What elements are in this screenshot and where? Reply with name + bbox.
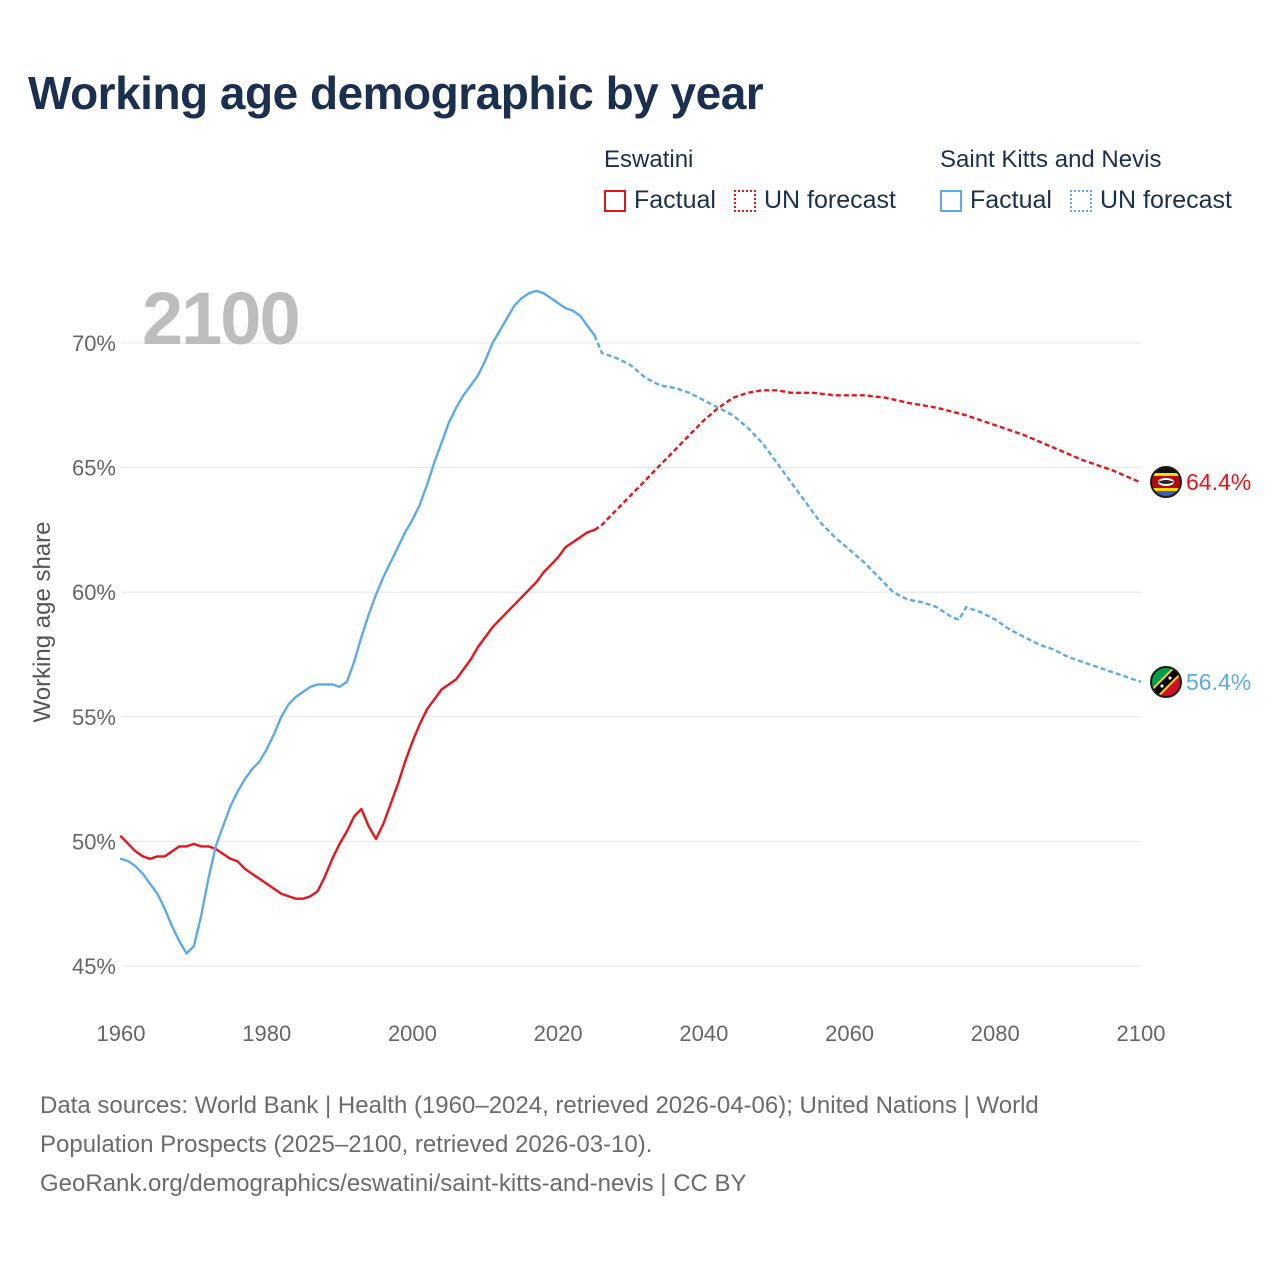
legend-label: Factual: [970, 186, 1052, 214]
y-tick-label: 55%: [72, 705, 116, 730]
legend-group-name: Saint Kitts and Nevis: [940, 146, 1162, 173]
legend-item-skn-factual[interactable]: Factual: [940, 186, 1052, 215]
x-tick-label: 1960: [97, 1021, 146, 1046]
x-tick-label: 2000: [388, 1021, 437, 1046]
gridlines: [121, 342, 1141, 967]
legend-label: Factual: [634, 186, 716, 214]
y-tick-label: 70%: [72, 331, 116, 356]
series-layer: 64.4% 56.4%: [119, 289, 1251, 955]
chart-title: Working age demographic by year: [28, 67, 764, 119]
legend-label: UN forecast: [1099, 186, 1232, 214]
y-tick-label: 65%: [72, 456, 116, 481]
y-tick-label: 50%: [72, 829, 116, 854]
x-axis: 1960 1980 2000 2020 2040 2060 2080 2100: [97, 1021, 1166, 1046]
legend-swatch-dotted: [733, 189, 756, 212]
legend-item-eswatini-factual[interactable]: Factual: [604, 186, 716, 215]
series-line-forecast[interactable]: [593, 335, 1142, 684]
footer-line: Population Prospects (2025–2100, retriev…: [40, 1131, 653, 1158]
series-end-label: 56.4%: [1186, 669, 1251, 695]
footer-sources: Data sources: World Bank | Health (1960–…: [40, 1086, 1240, 1203]
legend-saint-kitts-and-nevis: Saint Kitts and Nevis Factual UN forecas…: [940, 144, 1232, 215]
legend-item-eswatini-forecast[interactable]: UN forecast: [733, 186, 896, 215]
x-tick-label: 1980: [242, 1021, 291, 1046]
x-tick-label: 2020: [534, 1021, 583, 1046]
y-tick-label: 45%: [72, 954, 116, 979]
legend-swatch-solid: [604, 189, 626, 212]
x-tick-label: 2040: [679, 1021, 728, 1046]
footer-attribution[interactable]: GeoRank.org/demographics/eswatini/saint-…: [40, 1170, 747, 1197]
x-tick-label: 2060: [825, 1021, 874, 1046]
x-tick-label: 2080: [971, 1021, 1020, 1046]
legend-swatch-dotted: [1069, 189, 1092, 212]
x-tick-label: 2100: [1117, 1021, 1166, 1046]
line-chart: 45% 50% 55% 60% 65% 70% 1960 1980 2000 2020 2040 2…: [29, 277, 1251, 1046]
series-line-forecast[interactable]: [593, 389, 1142, 531]
legend-swatch-solid: [940, 189, 962, 212]
y-tick-label: 60%: [72, 580, 116, 605]
y-axis: 45% 50% 55% 60% 65% 70%: [72, 331, 116, 979]
legend-item-skn-forecast[interactable]: UN forecast: [1069, 186, 1232, 215]
series-end-label: 64.4%: [1186, 469, 1251, 495]
legend-label: UN forecast: [763, 186, 896, 214]
legend-group-name: Eswatini: [604, 146, 694, 173]
year-watermark: 2100: [142, 277, 299, 360]
series-line-factual[interactable]: [119, 528, 596, 900]
y-axis-label: Working age share: [29, 522, 56, 723]
footer-line: Data sources: World Bank | Health (1960–…: [40, 1092, 1039, 1119]
series-line-factual[interactable]: [119, 289, 596, 955]
legend-eswatini: Eswatini Factual UN forecast: [604, 144, 914, 215]
